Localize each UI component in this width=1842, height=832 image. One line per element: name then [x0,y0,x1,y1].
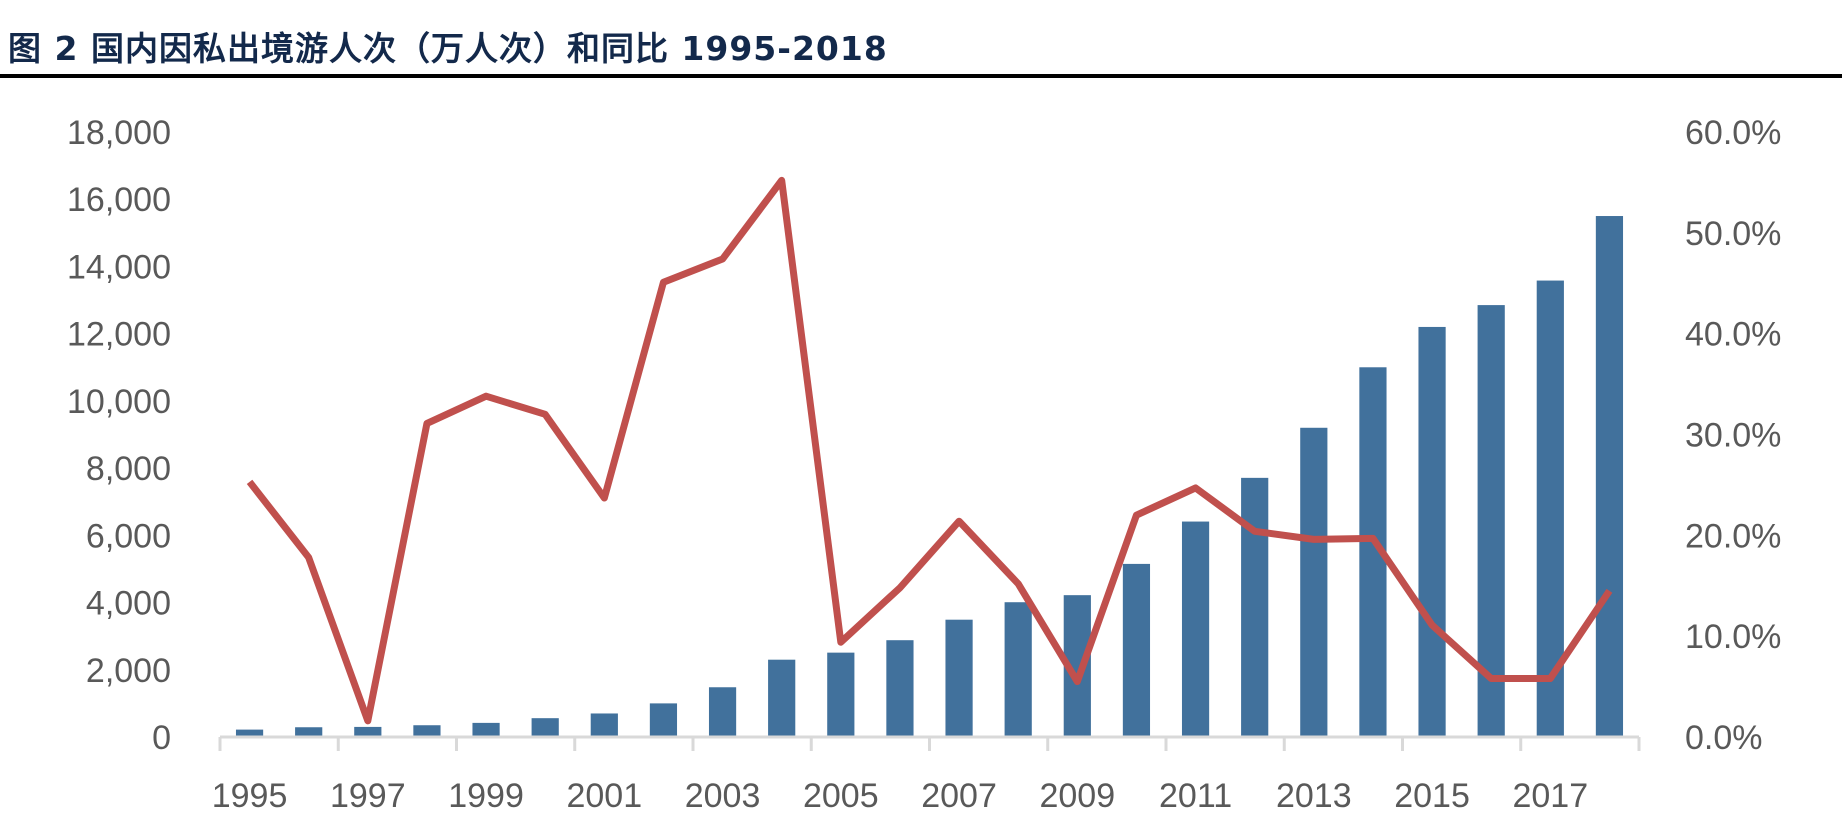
y-right-tick-label: 60.0% [1685,114,1781,152]
x-tick-label: 2015 [1394,777,1470,815]
bar-2015 [1418,326,1446,737]
y-left-tick-label: 6,000 [86,517,171,555]
y-left-tick-label: 14,000 [67,248,171,286]
bar-2018 [1595,216,1624,737]
y-left-tick-label: 16,000 [67,181,171,219]
bar-2013 [1300,427,1328,737]
y-right-tick-label: 30.0% [1685,417,1781,455]
x-tick-label: 2017 [1512,777,1588,815]
y-left-tick-label: 2,000 [86,652,171,690]
y-left-tick-label: 18,000 [67,114,171,152]
y-left-tick-label: 0 [152,719,171,757]
y-right-tick-label: 50.0% [1685,215,1781,253]
bar-2008 [1004,602,1032,737]
bar-2007 [945,619,973,737]
x-tick-label: 1997 [330,777,406,815]
bar-1999 [472,722,500,737]
title-rule [0,74,1842,78]
x-tick-label: 2003 [685,777,761,815]
bar-2011 [1181,521,1210,737]
bar-2001 [590,713,618,737]
y-right-tick-label: 40.0% [1685,316,1781,354]
y-right-tick-label: 20.0% [1685,517,1781,555]
bar-2000 [531,718,559,737]
bar-2012 [1241,477,1269,737]
y-left-tick-label: 10,000 [67,383,171,421]
bar-2003 [708,687,737,737]
x-tick-label: 2011 [1159,777,1232,815]
x-tick-label: 2009 [1039,777,1115,815]
x-tick-label: 1999 [448,777,524,815]
x-tick-label: 2007 [921,777,997,815]
bar-1998 [413,725,441,737]
bar-1997 [354,726,382,737]
x-tick-label: 2013 [1276,777,1352,815]
bar-2005 [827,652,855,737]
bar-1995 [235,729,264,737]
x-tick-label: 2005 [803,777,879,815]
y-right-tick-label: 0.0% [1685,719,1763,757]
bar-2004 [768,659,796,737]
yoy-line [246,176,1613,725]
bar-2016 [1477,305,1505,737]
y-right-tick-label: 10.0% [1685,618,1781,656]
x-tick-label: 1995 [212,777,288,815]
y-left-tick-label: 4,000 [86,585,171,623]
x-tick-label: 2001 [566,777,642,815]
bar-2002 [649,703,678,737]
y-left-tick-label: 12,000 [67,316,171,354]
bar-1996 [295,727,323,737]
bar-2010 [1122,563,1151,737]
y-left-tick-label: 8,000 [86,450,171,488]
bar-2006 [886,640,914,737]
chart-title: 图 2 国内因私出境游人次（万人次）和同比 1995-2018 [8,29,888,68]
